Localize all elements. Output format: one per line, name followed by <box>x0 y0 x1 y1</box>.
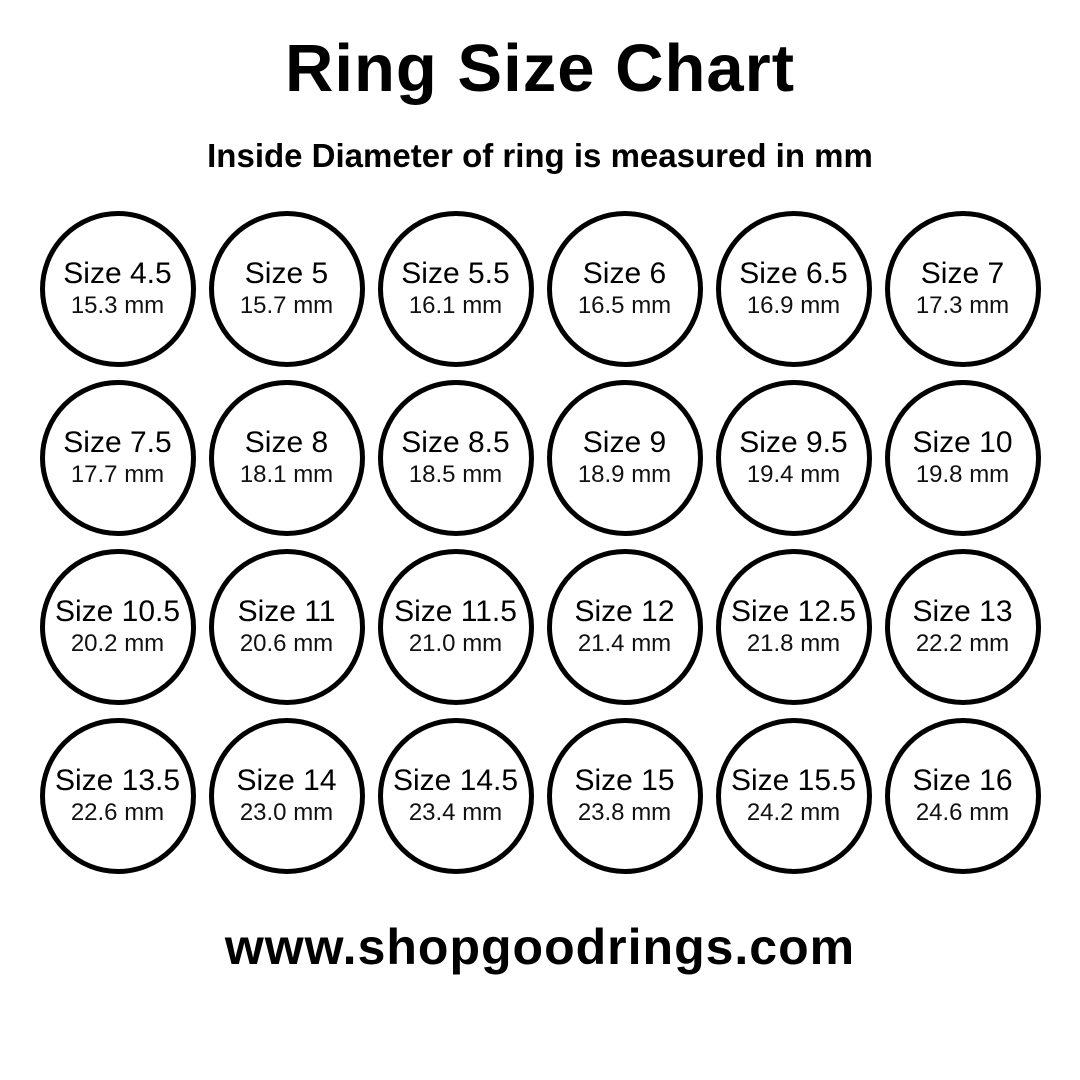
ring-diameter-label: 22.6 mm <box>70 798 165 826</box>
ring-diameter-label: 19.4 mm <box>746 460 841 488</box>
ring-diameter-label: 18.5 mm <box>408 460 503 488</box>
ring-size-circle: Size 11.5 21.0 mm <box>377 549 534 705</box>
ring-diameter-label: 16.5 mm <box>577 291 672 319</box>
ring-size-label: Size 12.5 <box>730 595 857 629</box>
ring-diameter-label: 19.8 mm <box>915 460 1010 488</box>
ring-size-circle: Size 8.5 18.5 mm <box>377 380 534 536</box>
ring-size-label: Size 7 <box>920 257 1005 291</box>
ring-size-label: Size 8 <box>244 426 329 460</box>
ring-size-circle: Size 8 18.1 mm <box>208 380 365 536</box>
ring-size-circle: Size 14 23.0 mm <box>208 718 365 874</box>
ring-size-circle: Size 6.5 16.9 mm <box>715 211 872 367</box>
page-title: Ring Size Chart <box>284 31 796 106</box>
ring-size-label: Size 14 <box>236 764 337 798</box>
ring-size-circle: Size 7 17.3 mm <box>884 211 1041 367</box>
ring-size-label: Size 15.5 <box>730 764 857 798</box>
page-subtitle: Inside Diameter of ring is measured in m… <box>207 137 873 174</box>
ring-diameter-label: 21.8 mm <box>746 629 841 657</box>
ring-size-circle: Size 10 19.8 mm <box>884 380 1041 536</box>
ring-size-circle: Size 9.5 19.4 mm <box>715 380 872 536</box>
ring-size-label: Size 11.5 <box>394 595 517 629</box>
ring-diameter-label: 20.6 mm <box>239 629 334 657</box>
ring-diameter-label: 18.1 mm <box>239 460 334 488</box>
ring-size-label: Size 11 <box>237 595 336 629</box>
ring-diameter-label: 17.3 mm <box>915 291 1010 319</box>
ring-size-circle: Size 11 20.6 mm <box>208 549 365 705</box>
ring-size-label: Size 12 <box>574 595 675 629</box>
ring-diameter-label: 23.4 mm <box>408 798 503 826</box>
ring-size-label: Size 6 <box>582 257 667 291</box>
ring-size-label: Size 13 <box>912 595 1013 629</box>
ring-size-circle: Size 15 23.8 mm <box>546 718 703 874</box>
ring-diameter-label: 20.2 mm <box>70 629 165 657</box>
ring-size-circle: Size 5.5 16.1 mm <box>377 211 534 367</box>
ring-size-label: Size 5 <box>244 257 329 291</box>
ring-size-label: Size 10 <box>912 426 1013 460</box>
ring-diameter-label: 23.0 mm <box>239 798 334 826</box>
ring-size-circle: Size 9 18.9 mm <box>546 380 703 536</box>
ring-size-label: Size 13.5 <box>54 764 181 798</box>
ring-size-label: Size 15 <box>574 764 675 798</box>
ring-size-label: Size 10.5 <box>54 595 181 629</box>
ring-size-circle: Size 4.5 15.3 mm <box>39 211 196 367</box>
ring-size-label: Size 14.5 <box>392 764 519 798</box>
ring-diameter-label: 23.8 mm <box>577 798 672 826</box>
ring-size-circle: Size 15.5 24.2 mm <box>715 718 872 874</box>
ring-size-label: Size 9.5 <box>739 426 848 460</box>
ring-diameter-label: 15.7 mm <box>239 291 334 319</box>
ring-size-label: Size 7.5 <box>63 426 172 460</box>
ring-size-label: Size 8.5 <box>401 426 510 460</box>
ring-size-circle: Size 6 16.5 mm <box>546 211 703 367</box>
ring-size-label: Size 16 <box>912 764 1013 798</box>
ring-diameter-label: 18.9 mm <box>577 460 672 488</box>
ring-size-label: Size 9 <box>582 426 667 460</box>
ring-size-circle: Size 12.5 21.8 mm <box>715 549 872 705</box>
ring-diameter-label: 16.1 mm <box>408 291 503 319</box>
ring-size-circle: Size 13.5 22.6 mm <box>39 718 196 874</box>
ring-diameter-label: 21.0 mm <box>408 629 503 657</box>
ring-diameter-label: 21.4 mm <box>577 629 672 657</box>
ring-diameter-label: 15.3 mm <box>70 291 165 319</box>
ring-size-label: Size 5.5 <box>401 257 510 291</box>
ring-size-circle: Size 12 21.4 mm <box>546 549 703 705</box>
ring-size-circle: Size 13 22.2 mm <box>884 549 1041 705</box>
ring-diameter-label: 24.6 mm <box>915 798 1010 826</box>
ring-diameter-label: 22.2 mm <box>915 629 1010 657</box>
website-url: www.shopgoodrings.com <box>224 919 856 975</box>
ring-grid: Size 4.5 15.3 mm Size 5 15.7 mm Size 5.5… <box>0 211 1080 874</box>
ring-size-circle: Size 14.5 23.4 mm <box>377 718 534 874</box>
ring-diameter-label: 16.9 mm <box>746 291 841 319</box>
ring-size-label: Size 6.5 <box>739 257 848 291</box>
ring-size-label: Size 4.5 <box>63 257 172 291</box>
ring-diameter-label: 17.7 mm <box>70 460 165 488</box>
ring-size-circle: Size 10.5 20.2 mm <box>39 549 196 705</box>
ring-diameter-label: 24.2 mm <box>746 798 841 826</box>
ring-size-circle: Size 7.5 17.7 mm <box>39 380 196 536</box>
ring-size-circle: Size 5 15.7 mm <box>208 211 365 367</box>
ring-size-circle: Size 16 24.6 mm <box>884 718 1041 874</box>
